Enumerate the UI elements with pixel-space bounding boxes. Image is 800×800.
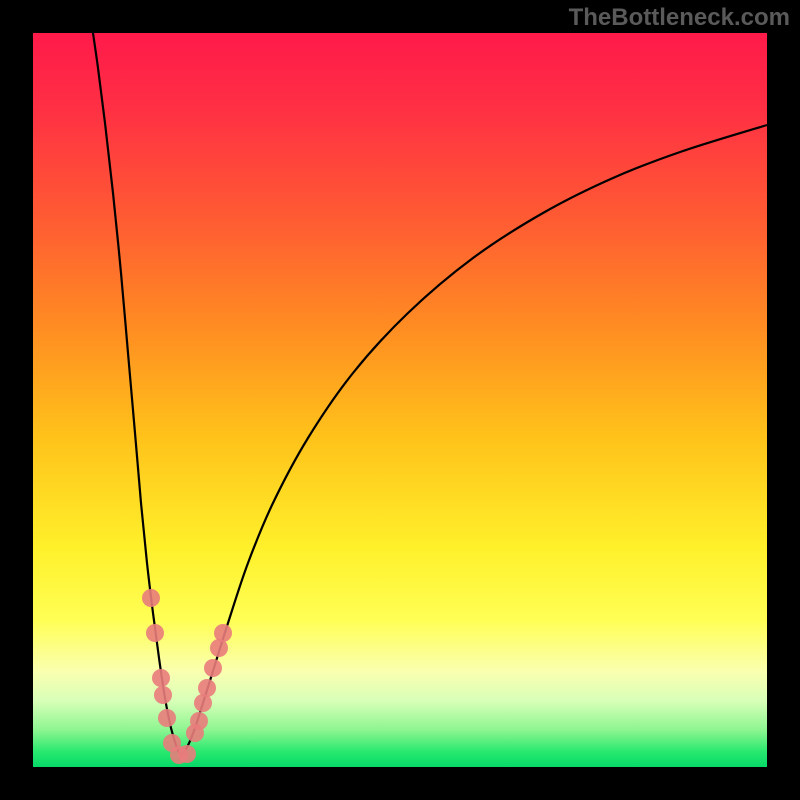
chart-svg [33, 33, 767, 767]
data-marker [146, 624, 164, 642]
data-marker [214, 624, 232, 642]
data-marker [154, 686, 172, 704]
watermark-text: TheBottleneck.com [569, 4, 790, 32]
data-marker [204, 659, 222, 677]
data-marker [190, 712, 208, 730]
data-marker [198, 679, 216, 697]
data-marker [142, 589, 160, 607]
data-marker [178, 745, 196, 763]
chart-frame: TheBottleneck.com [0, 0, 800, 800]
gradient-background [33, 33, 767, 767]
data-marker [152, 669, 170, 687]
data-marker [158, 709, 176, 727]
gradient-panel [33, 33, 767, 767]
